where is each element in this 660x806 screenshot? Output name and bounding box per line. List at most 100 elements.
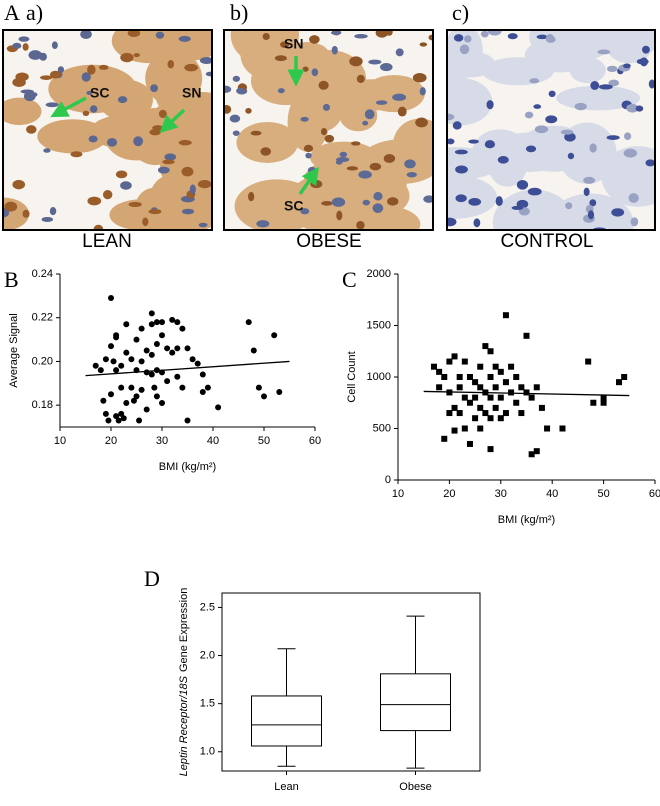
tissue	[158, 109, 167, 119]
tissue	[473, 218, 481, 228]
tissue	[545, 36, 556, 43]
point	[621, 374, 628, 380]
tissue	[311, 68, 319, 77]
tissue	[3, 97, 42, 126]
y-axis-label-part: Leptin Receptor/18S	[178, 675, 190, 776]
point	[482, 343, 489, 350]
point	[466, 440, 473, 447]
tissue	[93, 224, 104, 230]
point	[169, 349, 176, 356]
x-axis-label: BMI (kg/m²)	[159, 461, 216, 473]
tissue	[642, 45, 650, 54]
point	[148, 351, 155, 358]
tissue	[150, 84, 159, 93]
point	[513, 399, 520, 406]
tissue	[648, 79, 655, 89]
tissue	[318, 80, 329, 90]
point	[184, 345, 191, 352]
tissue	[623, 63, 631, 69]
point	[477, 425, 484, 432]
tissue	[245, 107, 252, 114]
y-tick-label: 0	[385, 474, 391, 486]
tissue	[305, 152, 312, 159]
point	[174, 345, 181, 352]
tissue	[364, 109, 375, 120]
point	[544, 425, 551, 432]
point	[271, 332, 278, 339]
tissue	[587, 210, 595, 220]
tissue	[377, 139, 433, 179]
tissue	[524, 111, 534, 119]
y-tick-label: 1.5	[200, 698, 215, 710]
tissue	[601, 146, 655, 207]
point	[108, 295, 114, 302]
tissue	[287, 91, 330, 152]
point	[600, 399, 607, 406]
point	[215, 404, 222, 411]
point	[159, 399, 165, 406]
x-tick-label: 10	[392, 488, 404, 500]
point	[502, 312, 509, 319]
point	[518, 384, 525, 391]
point	[508, 389, 515, 396]
y-axis-label: Cell Count	[346, 351, 358, 402]
tissue	[236, 87, 246, 94]
micrograph	[224, 30, 433, 230]
tissue	[356, 74, 365, 84]
tissue	[127, 30, 141, 37]
tissue	[309, 35, 320, 44]
tissue	[339, 151, 348, 158]
tissue	[167, 60, 175, 69]
tissue	[564, 132, 576, 142]
tissue	[419, 42, 428, 47]
point	[151, 384, 158, 391]
tissue	[155, 31, 165, 39]
tissue	[115, 170, 128, 179]
tissue	[322, 103, 331, 111]
point	[143, 347, 150, 354]
point	[559, 425, 566, 432]
tissue	[22, 209, 30, 218]
point	[487, 394, 494, 401]
annotation: SN	[284, 36, 303, 52]
point	[436, 368, 443, 375]
point	[123, 321, 130, 328]
tissue	[583, 187, 590, 197]
y-tick-label: 2000	[367, 268, 391, 280]
point	[153, 393, 160, 400]
point	[518, 410, 525, 417]
point	[179, 325, 186, 332]
point	[138, 386, 145, 393]
tissue	[307, 166, 317, 174]
point	[133, 393, 140, 400]
tissue	[147, 175, 191, 230]
tissue	[162, 159, 175, 165]
x-tick-label: 60	[649, 488, 660, 500]
tissue	[26, 125, 37, 134]
point	[92, 362, 99, 369]
tissue	[636, 58, 649, 65]
tissue	[224, 104, 232, 114]
tissue	[597, 49, 611, 55]
image-caption: LEAN	[82, 231, 132, 252]
y-tick-label: 2.0	[200, 649, 215, 661]
image-frame	[446, 29, 656, 231]
tissue	[164, 30, 212, 61]
point	[472, 394, 479, 401]
tissue	[49, 70, 61, 79]
tissue	[336, 210, 343, 221]
tissue	[611, 208, 625, 217]
tissue	[18, 36, 30, 42]
tissue	[49, 207, 57, 216]
tissue	[548, 90, 556, 98]
tissue	[89, 105, 98, 113]
tissue	[128, 201, 142, 208]
tissue	[358, 170, 372, 179]
tissue	[232, 130, 240, 136]
tissue	[302, 66, 309, 72]
tissue	[98, 64, 109, 70]
x-tick-label: 50	[597, 488, 609, 500]
point	[430, 363, 437, 370]
box	[380, 673, 451, 732]
point	[502, 410, 509, 417]
